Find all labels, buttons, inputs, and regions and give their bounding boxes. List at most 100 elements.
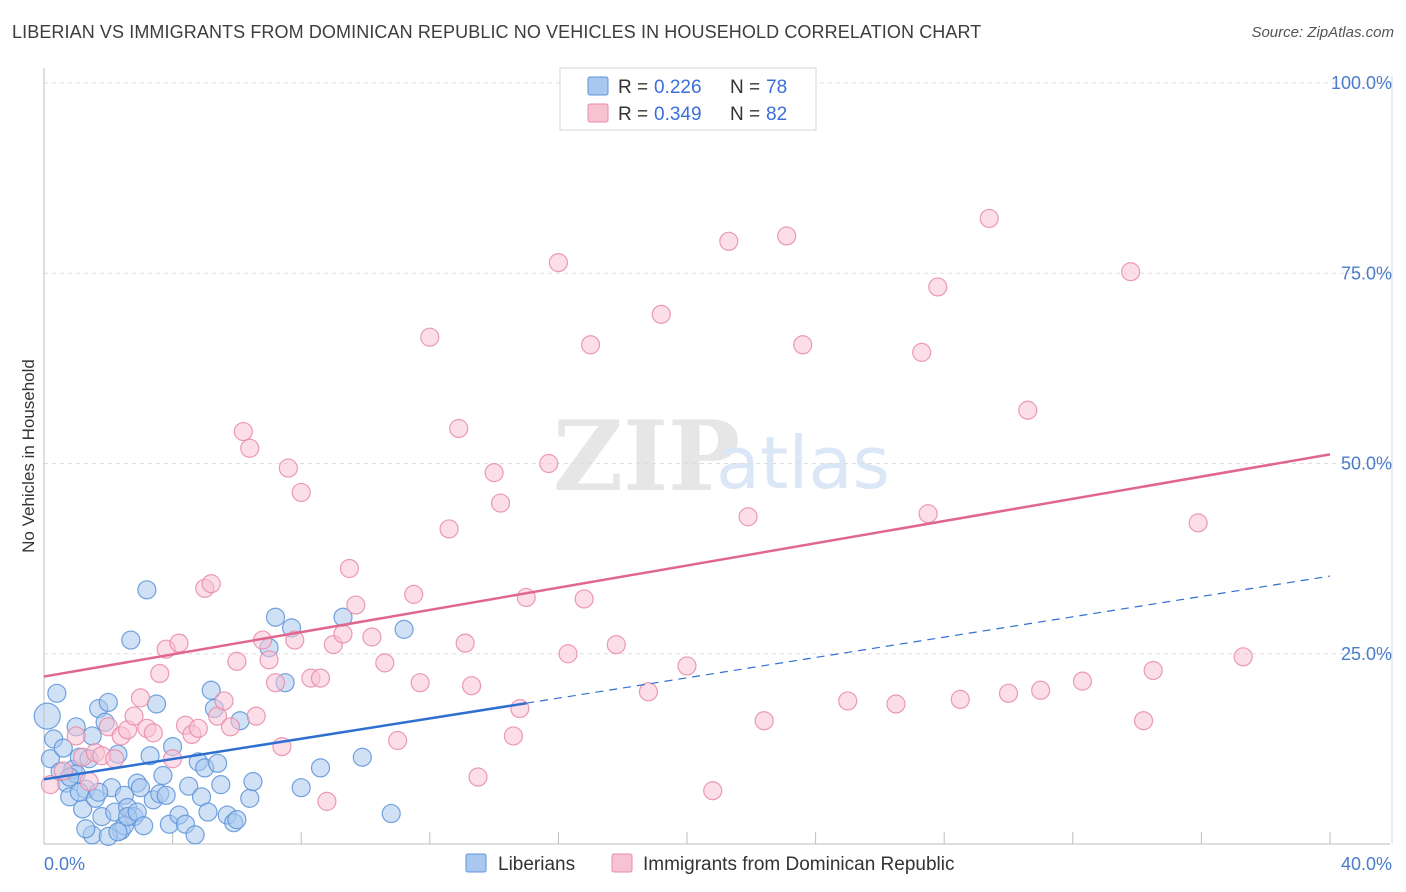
dominican-point bbox=[574, 589, 594, 609]
dominican-point bbox=[455, 633, 475, 653]
liberians-point bbox=[108, 822, 128, 842]
dominican-point bbox=[105, 749, 125, 769]
dominican-point bbox=[240, 438, 260, 458]
dominican-point bbox=[188, 718, 208, 738]
liberians-swatch bbox=[587, 76, 609, 96]
dominican-point bbox=[793, 335, 813, 355]
dominican-point bbox=[677, 656, 697, 676]
liberians-point bbox=[179, 776, 199, 796]
dominican-point bbox=[580, 335, 601, 355]
liberians-point bbox=[352, 747, 372, 767]
liberians-point bbox=[243, 771, 263, 792]
liberians-point bbox=[121, 630, 141, 650]
y-tick-label-100: 100.0% bbox=[1331, 73, 1392, 93]
dominican-point bbox=[1188, 513, 1208, 533]
liberians-point bbox=[291, 778, 311, 798]
dominican-point bbox=[918, 504, 938, 524]
dominican-point bbox=[638, 682, 659, 702]
dominican-point bbox=[214, 691, 234, 711]
dominican-point bbox=[388, 730, 408, 751]
dominican-point bbox=[278, 458, 298, 478]
dominican-point bbox=[1018, 400, 1038, 420]
series-legend: Liberians Immigrants from Dominican Repu… bbox=[465, 853, 955, 875]
liberians-point bbox=[40, 749, 61, 769]
dominican-points bbox=[40, 208, 1253, 811]
dominican-point bbox=[291, 482, 311, 503]
liberians-point bbox=[310, 758, 331, 778]
dominican-point bbox=[548, 252, 569, 273]
chart-title: LIBERIAN VS IMMIGRANTS FROM DOMINICAN RE… bbox=[12, 22, 982, 42]
dominican-point bbox=[339, 558, 360, 579]
dominican-r-label: R = bbox=[618, 104, 648, 125]
dominican-point bbox=[227, 651, 247, 671]
liberians-point bbox=[140, 746, 160, 766]
dominican-point bbox=[738, 507, 758, 527]
liberians-point bbox=[33, 702, 61, 730]
trend-lines bbox=[43, 453, 1331, 781]
dominican-point bbox=[979, 208, 999, 229]
liberians-point bbox=[201, 680, 221, 700]
liberians-r-value: 0.226 bbox=[654, 77, 702, 98]
dominican-point bbox=[124, 706, 144, 726]
dominican-point bbox=[1133, 711, 1154, 731]
liberians-trend-line bbox=[43, 701, 527, 781]
dominican-point bbox=[130, 688, 151, 708]
liberians-point bbox=[76, 819, 96, 839]
dominican-point bbox=[754, 711, 774, 731]
y-tick-labels: 25.0% 50.0% 75.0% 100.0% bbox=[1331, 73, 1392, 664]
dominican-point bbox=[539, 453, 559, 474]
dominican-point bbox=[439, 519, 459, 539]
legend-dominican-label[interactable]: Immigrants from Dominican Republic bbox=[643, 854, 955, 875]
dominican-point bbox=[169, 633, 189, 653]
liberians-point bbox=[227, 810, 247, 830]
y-axis-label: No Vehicles in Household bbox=[19, 359, 38, 553]
dominican-point bbox=[503, 726, 523, 746]
liberians-trend-extension bbox=[526, 575, 1331, 704]
dominican-point bbox=[233, 421, 253, 442]
dominican-point bbox=[79, 771, 99, 792]
dominican-point bbox=[461, 676, 482, 696]
liberians-point bbox=[82, 726, 102, 746]
y-tick-label-25: 25.0% bbox=[1341, 644, 1392, 664]
dominican-point bbox=[246, 706, 266, 726]
dominican-point bbox=[404, 584, 424, 604]
legend-liberians-swatch[interactable] bbox=[465, 853, 487, 873]
dominican-point bbox=[928, 277, 948, 297]
dominican-point bbox=[777, 226, 797, 246]
liberians-point bbox=[134, 816, 154, 836]
dominican-n-label: N = bbox=[730, 104, 760, 125]
dominican-point bbox=[998, 683, 1019, 703]
dominican-r-value: 0.349 bbox=[654, 104, 702, 125]
dominican-trend-line bbox=[43, 453, 1331, 678]
dominican-point bbox=[950, 689, 970, 710]
liberians-point bbox=[130, 778, 151, 798]
dominican-point bbox=[1143, 660, 1163, 681]
dominican-point bbox=[285, 630, 305, 650]
legend-dominican-swatch[interactable] bbox=[611, 853, 633, 873]
x-tick-label-max: 40.0% bbox=[1341, 854, 1392, 874]
liberians-point bbox=[240, 788, 260, 808]
x-tick-label-min: 0.0% bbox=[44, 854, 85, 874]
dominican-point bbox=[1233, 647, 1253, 667]
legend-liberians-label[interactable]: Liberians bbox=[498, 854, 575, 875]
dominican-point bbox=[606, 635, 626, 655]
liberians-point bbox=[381, 803, 401, 824]
dominican-point bbox=[510, 698, 530, 719]
dominican-n-value: 82 bbox=[766, 104, 787, 125]
liberians-point bbox=[156, 785, 176, 805]
liberians-n-value: 78 bbox=[766, 77, 787, 98]
liberians-point bbox=[146, 694, 167, 714]
dominican-point bbox=[150, 663, 170, 684]
y-tick-label-50: 50.0% bbox=[1341, 454, 1392, 474]
dominican-point bbox=[259, 650, 279, 670]
liberians-point bbox=[47, 683, 67, 703]
liberians-point bbox=[185, 825, 205, 845]
y-tick-label-75: 75.0% bbox=[1341, 263, 1392, 283]
source-credit: Source: ZipAtlas.com bbox=[1251, 24, 1394, 41]
liberians-point bbox=[211, 775, 231, 795]
dominican-point bbox=[449, 418, 469, 439]
dominican-point bbox=[220, 717, 241, 737]
liberians-r-label: R = bbox=[618, 77, 648, 98]
dominican-point bbox=[838, 691, 858, 711]
liberians-point bbox=[98, 692, 118, 713]
